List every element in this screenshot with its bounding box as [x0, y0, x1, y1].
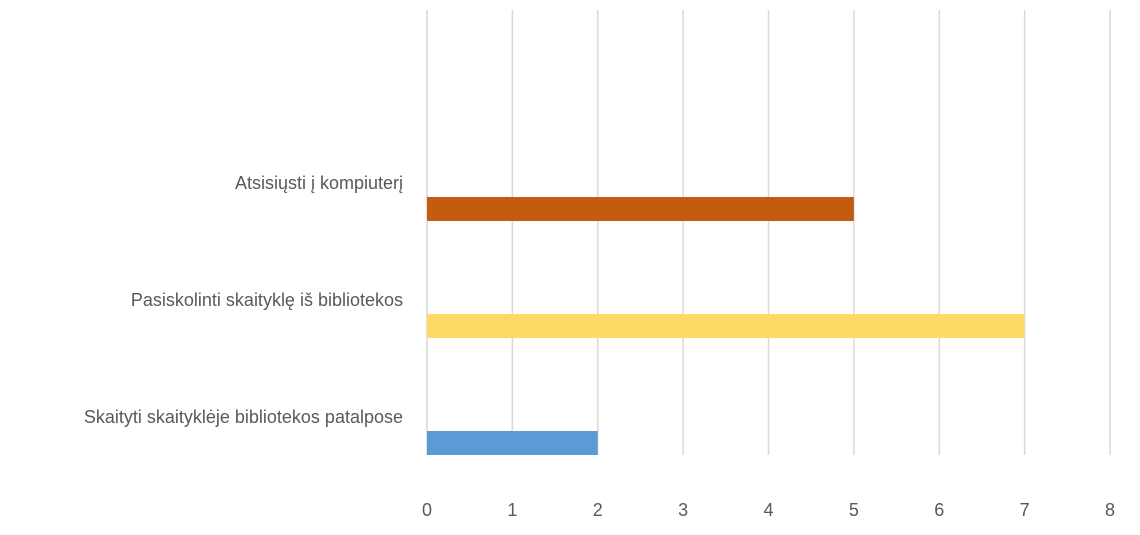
y-axis-categories: Atsisiųsti į kompiuterį Pasiskolinti skai…	[84, 173, 403, 427]
x-tick-label: 4	[763, 500, 773, 520]
category-label: Skaityti skaityklėje bibliotekos patalpo…	[84, 407, 403, 427]
bar	[427, 431, 598, 455]
x-tick-label: 8	[1105, 500, 1115, 520]
x-tick-label: 7	[1020, 500, 1030, 520]
x-tick-label: 3	[678, 500, 688, 520]
x-tick-label: 2	[593, 500, 603, 520]
x-tick-label: 0	[422, 500, 432, 520]
x-axis-ticks: 0 1 2 3 4 5 6 7 8	[422, 500, 1115, 520]
x-tick-label: 1	[507, 500, 517, 520]
x-tick-label: 6	[934, 500, 944, 520]
category-label: Pasiskolinti skaityklę iš bibliotekos	[131, 290, 403, 310]
grid-layer	[426, 10, 1111, 455]
bar	[427, 197, 854, 221]
bar	[427, 314, 1025, 338]
bar-layer	[427, 197, 1025, 455]
category-label: Atsisiųsti į kompiuterį	[235, 173, 403, 193]
x-tick-label: 5	[849, 500, 859, 520]
